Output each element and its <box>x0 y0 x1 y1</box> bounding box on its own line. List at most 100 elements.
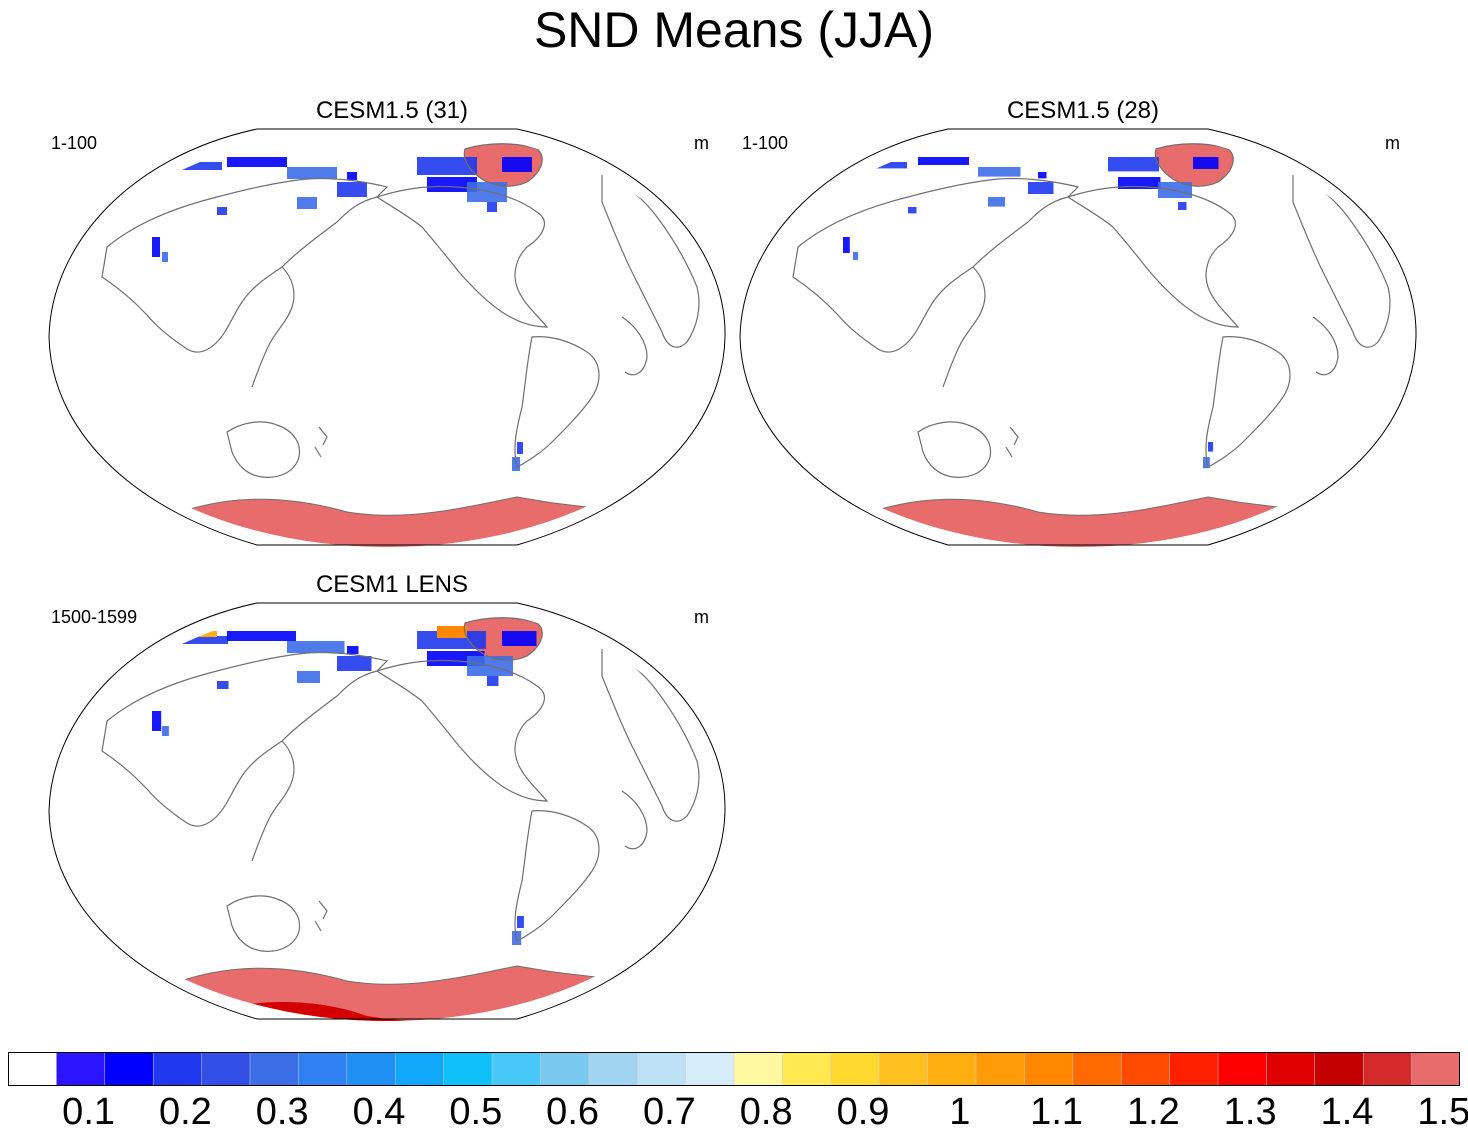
coastline <box>621 316 648 376</box>
snow-pixel-cluster <box>182 636 228 644</box>
snow-pixel-cluster <box>297 671 320 683</box>
map-border <box>48 602 726 1020</box>
map-panel-cesm15-28: CESM1.5 (28) 1-100 m <box>738 97 1428 587</box>
coastline <box>1154 143 1234 187</box>
colorbar-labels: 0.1 0.2 0.3 0.4 0.5 0.6 0.7 0.8 0.9 1 1.1 1.2 1.3 1.4… <box>0 1090 1468 1134</box>
snow-pixel-cluster <box>1038 172 1047 179</box>
map-canvas <box>48 602 726 1021</box>
coastline <box>463 143 543 187</box>
antarctica-snow <box>49 965 725 1021</box>
colorbar-swatch <box>733 1052 784 1086</box>
panel-title: CESM1.5 (31) <box>315 97 469 124</box>
colorbar-swatch <box>1362 1052 1413 1086</box>
snow-pixel-cluster <box>437 626 467 638</box>
colorbar-swatch <box>1072 1052 1122 1086</box>
coastline <box>226 895 301 952</box>
coastline <box>942 266 986 388</box>
snow-pixel-cluster <box>908 207 917 214</box>
snow-pixel-cluster <box>227 631 296 641</box>
snow-pixel-cluster <box>287 641 345 653</box>
coastline <box>463 617 543 661</box>
coastline <box>101 651 389 827</box>
colorbar-swatch <box>394 1052 445 1086</box>
panel-title: CESM1.5 (28) <box>1006 97 1160 124</box>
colorbar-swatch <box>878 1052 929 1086</box>
snow-pixel-cluster <box>1028 182 1054 194</box>
snow-pixel-cluster <box>502 157 532 172</box>
snow-pixel-cluster <box>978 167 1021 177</box>
coastline <box>251 266 295 388</box>
colorbar-tick-label: 1 <box>949 1091 971 1133</box>
colorbar-swatch <box>8 1052 58 1086</box>
figure-title: SND Means (JJA) <box>533 2 935 58</box>
coastline <box>1066 185 1240 328</box>
snow-pixel-cluster <box>1108 157 1159 172</box>
colorbar <box>8 1052 1460 1086</box>
coastline <box>251 740 295 862</box>
map-canvas <box>739 128 1417 547</box>
snow-pixel-cluster <box>873 162 907 169</box>
colorbar-swatch <box>588 1052 638 1086</box>
colorbar-swatch <box>298 1052 348 1086</box>
colorbar-swatch <box>1266 1052 1316 1086</box>
snow-pixel-cluster <box>337 656 372 671</box>
coastline <box>601 171 700 348</box>
colorbar-tick-label: 0.9 <box>836 1091 890 1133</box>
snow-pixel-cluster <box>152 711 162 731</box>
colorbar-swatch <box>636 1052 687 1086</box>
coastline <box>375 659 549 802</box>
colorbar-swatch <box>685 1052 735 1086</box>
colorbar-swatch <box>830 1052 880 1086</box>
colorbar-tick-label: 1.5 <box>1417 1091 1468 1133</box>
snow-pixel-cluster <box>918 157 969 165</box>
snow-pixel-cluster <box>502 631 537 646</box>
coastline <box>1205 336 1291 468</box>
coastline <box>792 177 1080 353</box>
colorbar-swatch <box>540 1052 590 1086</box>
snow-pixel-cluster <box>227 157 287 167</box>
snow-pixel-cluster <box>217 681 229 689</box>
coastline <box>226 421 301 478</box>
snow-pixel-cluster <box>297 197 317 209</box>
coastline <box>1005 426 1019 458</box>
snow-pixel-cluster <box>487 676 499 686</box>
snow-pixel-cluster <box>517 442 523 454</box>
snow-pixel-cluster <box>162 252 168 262</box>
coastline <box>621 790 648 850</box>
snow-pixel-cluster <box>197 631 217 637</box>
coastline <box>917 421 992 478</box>
snow-pixel-cluster <box>1193 157 1219 169</box>
colorbar-tick-label: 0.8 <box>739 1091 793 1133</box>
coastline <box>514 336 600 468</box>
coastline <box>601 645 700 822</box>
snow-pixel-cluster <box>1203 457 1210 469</box>
colorbar-swatch <box>201 1052 251 1086</box>
panel-title: CESM1 LENS <box>315 571 469 598</box>
antarctica-snow <box>740 496 1416 547</box>
snow-pixel-cluster <box>287 167 337 179</box>
coastline <box>314 426 328 458</box>
colorbar-swatch <box>1217 1052 1268 1086</box>
snow-pixel-cluster <box>427 177 477 192</box>
colorbar-swatch <box>1314 1052 1364 1086</box>
colorbar-tick-label: 0.2 <box>158 1091 212 1133</box>
colorbar-tick-label: 0.4 <box>352 1091 406 1133</box>
snow-pixel-cluster <box>467 182 507 202</box>
snow-pixel-cluster <box>162 726 169 736</box>
snow-pixel-cluster <box>347 172 357 180</box>
colorbar-swatch <box>104 1052 154 1086</box>
snow-pixel-cluster <box>853 252 859 260</box>
colorbar-swatch <box>927 1052 977 1086</box>
map-canvas <box>48 128 726 547</box>
colorbar-swatch <box>443 1052 493 1086</box>
snow-pixel-cluster <box>182 162 222 170</box>
colorbar-swatch <box>491 1052 542 1086</box>
colorbar-tick-label: 1.3 <box>1223 1091 1277 1133</box>
snow-pixel-cluster <box>843 237 850 253</box>
panel-units: m <box>1385 133 1400 153</box>
snow-pixel-cluster <box>337 182 367 197</box>
coastline <box>375 185 549 328</box>
snow-pixel-cluster <box>347 646 359 654</box>
colorbar-swatch <box>152 1052 203 1086</box>
colorbar-swatch <box>56 1052 106 1086</box>
